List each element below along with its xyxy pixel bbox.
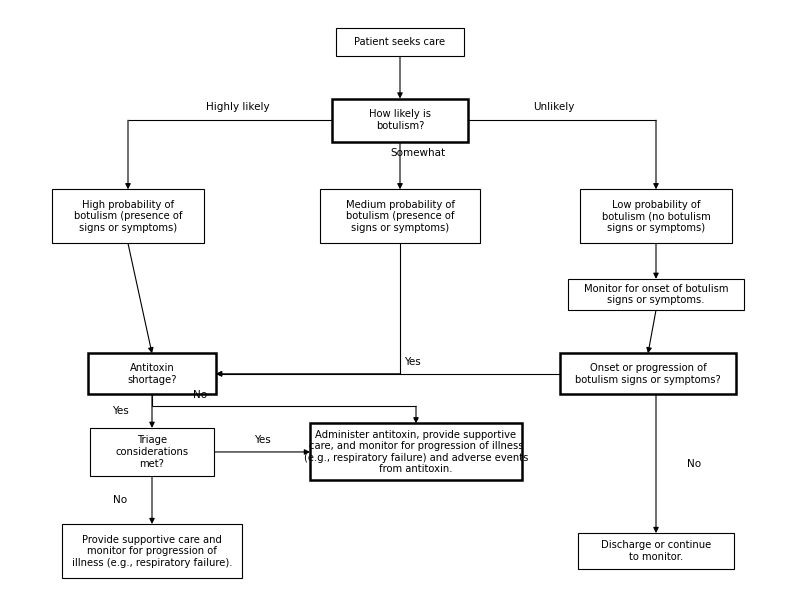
Text: Yes: Yes — [254, 435, 270, 445]
FancyBboxPatch shape — [62, 524, 242, 578]
FancyBboxPatch shape — [320, 189, 480, 243]
Text: Monitor for onset of botulism
signs or symptoms.: Monitor for onset of botulism signs or s… — [584, 284, 728, 305]
FancyBboxPatch shape — [88, 353, 216, 394]
Text: Onset or progression of
botulism signs or symptoms?: Onset or progression of botulism signs o… — [575, 363, 721, 385]
Text: High probability of
botulism (presence of
signs or symptoms): High probability of botulism (presence o… — [74, 200, 182, 233]
FancyBboxPatch shape — [310, 423, 522, 481]
Text: Triage
considerations
met?: Triage considerations met? — [115, 435, 189, 469]
FancyBboxPatch shape — [336, 28, 464, 56]
Text: Somewhat: Somewhat — [390, 148, 445, 157]
Text: Yes: Yes — [404, 357, 420, 367]
Text: Patient seeks care: Patient seeks care — [354, 37, 446, 47]
Text: Low probability of
botulism (no botulism
signs or symptoms): Low probability of botulism (no botulism… — [602, 200, 710, 233]
FancyBboxPatch shape — [568, 279, 744, 310]
FancyBboxPatch shape — [90, 428, 214, 476]
FancyBboxPatch shape — [52, 189, 204, 243]
Text: Highly likely: Highly likely — [206, 102, 270, 112]
FancyBboxPatch shape — [580, 189, 732, 243]
Text: Provide supportive care and
monitor for progression of
illness (e.g., respirator: Provide supportive care and monitor for … — [72, 534, 232, 568]
Text: Unlikely: Unlikely — [534, 102, 574, 112]
Text: Yes: Yes — [112, 406, 128, 416]
Text: Antitoxin
shortage?: Antitoxin shortage? — [127, 363, 177, 385]
FancyBboxPatch shape — [578, 533, 734, 569]
FancyBboxPatch shape — [560, 353, 736, 394]
Text: Discharge or continue
to monitor.: Discharge or continue to monitor. — [601, 540, 711, 562]
Text: Administer antitoxin, provide supportive
care, and monitor for progression of il: Administer antitoxin, provide supportive… — [304, 430, 528, 474]
Text: No: No — [687, 459, 702, 469]
Text: No: No — [193, 391, 207, 400]
Text: No: No — [113, 495, 127, 505]
FancyBboxPatch shape — [332, 99, 468, 142]
Text: How likely is
botulism?: How likely is botulism? — [369, 109, 431, 131]
Text: Medium probability of
botulism (presence of
signs or symptoms): Medium probability of botulism (presence… — [346, 200, 454, 233]
